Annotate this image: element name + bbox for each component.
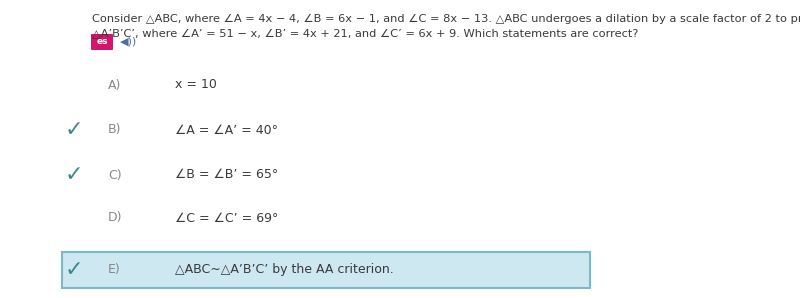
Text: ◀)): ◀)) bbox=[120, 37, 138, 47]
Text: C): C) bbox=[108, 168, 122, 181]
Text: ✓: ✓ bbox=[65, 120, 83, 140]
Text: D): D) bbox=[108, 212, 122, 224]
Text: Consider △ABC, where ∠A = 4x − 4, ∠B = 6x − 1, and ∠C = 8x − 13. △ABC undergoes : Consider △ABC, where ∠A = 4x − 4, ∠B = 6… bbox=[92, 14, 800, 24]
FancyBboxPatch shape bbox=[91, 34, 113, 50]
FancyBboxPatch shape bbox=[62, 252, 590, 288]
Text: es: es bbox=[96, 38, 108, 46]
Text: △ABC∼△A’B’C’ by the AA criterion.: △ABC∼△A’B’C’ by the AA criterion. bbox=[175, 263, 394, 277]
Text: ∠C = ∠C’ = 69°: ∠C = ∠C’ = 69° bbox=[175, 212, 278, 224]
Text: ✓: ✓ bbox=[65, 165, 83, 185]
Text: B): B) bbox=[108, 123, 122, 136]
Text: E): E) bbox=[108, 263, 121, 277]
Text: ✓: ✓ bbox=[65, 260, 83, 280]
Text: A): A) bbox=[108, 78, 122, 91]
Text: ∠B = ∠B’ = 65°: ∠B = ∠B’ = 65° bbox=[175, 168, 278, 181]
Text: x = 10: x = 10 bbox=[175, 78, 217, 91]
Text: ∠A = ∠A’ = 40°: ∠A = ∠A’ = 40° bbox=[175, 123, 278, 136]
Text: △A’B’C’, where ∠A’ = 51 − x, ∠B’ = 4x + 21, and ∠C’ = 6x + 9. Which statements a: △A’B’C’, where ∠A’ = 51 − x, ∠B’ = 4x + … bbox=[92, 28, 638, 38]
